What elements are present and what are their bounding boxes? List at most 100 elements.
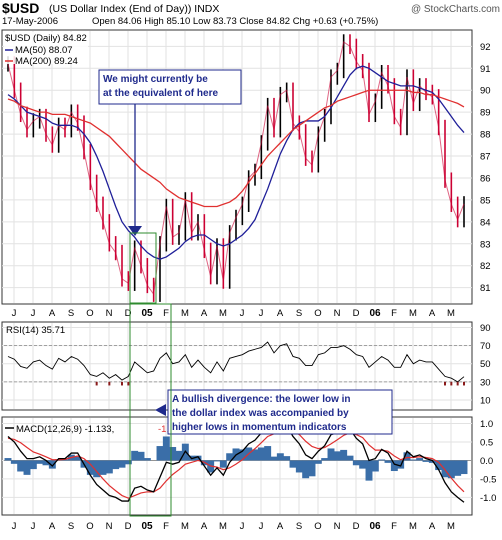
x-tick-label-lower-21: M (409, 521, 417, 532)
annotation-top-line-1: We might currently be (103, 74, 208, 85)
x-tick-label-lower-6: D (125, 521, 132, 532)
x-tick-label-upper-16: O (314, 308, 321, 319)
macd-histogram-bar (238, 449, 246, 461)
macd-histogram-bar (213, 460, 221, 462)
rsi-line (7, 341, 465, 383)
macd-histogram-bar (365, 460, 373, 481)
axis-layer: JJJJAASSOONNDD0505FFMMAAMMJJJJAASSOONNDD… (12, 42, 497, 532)
annotation-top-arrowhead (128, 226, 142, 236)
ma200-line (7, 89, 465, 208)
x-tick-label-lower-20: F (391, 521, 397, 532)
macd-histogram-bar (346, 455, 354, 461)
x-tick-label-upper-18: D (353, 308, 360, 319)
macd-histogram-bar (251, 449, 259, 461)
x-tick-label-upper-15: S (296, 308, 302, 319)
macd-histogram-bar (435, 460, 443, 471)
x-tick-label-upper-2: A (49, 308, 56, 319)
x-tick-label-lower-22: A (429, 521, 436, 532)
annotation-bottom-line-1: A bullish divergence: the lower low in (172, 394, 351, 405)
macd-histogram-bar (36, 460, 44, 464)
macd-histogram-bar (137, 451, 145, 461)
x-tick-label-upper-1: J (31, 308, 36, 319)
highlight-box-upper (129, 232, 157, 304)
chart-symbol: $USD (2, 0, 39, 16)
macd-histogram-bar (384, 460, 392, 463)
x-tick-label-upper-13: J (259, 308, 264, 319)
macd-histogram-bar (289, 460, 297, 468)
x-tick-label-upper-5: N (106, 308, 113, 319)
macd-histogram-bar (257, 447, 265, 461)
x-tick-label-upper-9: M (181, 308, 189, 319)
annotation-top: We might currently be at the equivalent … (98, 69, 242, 236)
x-tick-label-upper-10: A (201, 308, 208, 319)
highlight-box-lower (129, 303, 172, 517)
macd-histogram-bar (409, 459, 417, 461)
macd-legend-label: MACD(12,26,9) -1.133, (16, 424, 114, 435)
price-y-tick-label: 91 (480, 64, 491, 75)
macd-histogram-bar (454, 460, 462, 476)
annotation-bottom-line-3: higher lows in momentum indicators (172, 422, 347, 433)
chart-date: 17-May-2006 (2, 16, 58, 27)
price-legend: $USD (Daily) 84.82 MA(50) 88.07 MA(200) … (4, 32, 88, 67)
macd-histogram-bar (194, 455, 202, 461)
annotation-top-line-2: at the equivalent of here (103, 88, 218, 99)
macd-histogram-bar (352, 460, 360, 466)
macd-histogram-bar (428, 460, 436, 463)
price-y-tick-label: 81 (480, 283, 491, 294)
price-y-tick-label: 87 (480, 152, 491, 163)
macd-histogram-bar (359, 460, 367, 469)
macd-histogram-bar (226, 453, 234, 461)
x-tick-label-lower-4: O (86, 521, 93, 532)
macd-y-tick-label: -1.0 (480, 493, 496, 504)
x-tick-label-upper-11: M (219, 308, 227, 319)
rsi-y-tick-label: 50 (480, 359, 491, 370)
x-tick-label-upper-7: 05 (141, 308, 153, 319)
rsi-y-tick-label: 90 (480, 323, 491, 334)
x-tick-label-upper-6: D (125, 308, 132, 319)
macd-histogram-bar (333, 451, 341, 461)
price-y-tick-label: 92 (480, 42, 491, 53)
x-tick-label-lower-8: F (163, 521, 169, 532)
macd-histogram-bar (61, 459, 69, 461)
annotation-bottom-line-2: the dollar index was accompanied by (172, 408, 349, 419)
macd-histogram-bar (112, 460, 120, 470)
plot-layer (4, 34, 468, 503)
macd-histogram-bar (124, 460, 132, 465)
x-tick-label-lower-18: D (353, 521, 360, 532)
macd-y-tick-label: 0.0 (480, 456, 493, 467)
macd-histogram-bar (276, 453, 284, 461)
price-panel (1, 29, 473, 305)
macd-y-tick-label: -0.5 (480, 474, 496, 485)
macd-histogram-bar (327, 448, 335, 461)
macd-histogram-bar (340, 449, 348, 461)
x-tick-label-lower-3: S (68, 521, 74, 532)
x-tick-label-upper-8: F (163, 308, 169, 319)
macd-histogram-bar (143, 458, 151, 461)
x-tick-label-lower-1: J (31, 521, 36, 532)
ma50-legend-label: MA(50) 88.07 (15, 45, 73, 56)
x-tick-label-lower-12: J (240, 521, 245, 532)
macd-histogram-bar (48, 460, 56, 469)
macd-histogram-bar (29, 460, 37, 470)
macd-y-tick-label: 1.0 (480, 419, 493, 430)
watermark: @ StockCharts.com (411, 4, 500, 15)
macd-histogram-bar (42, 460, 50, 466)
price-y-tick-label: 88 (480, 130, 491, 141)
x-tick-label-lower-7: 05 (141, 521, 153, 532)
price-y-tick-label: 85 (480, 195, 491, 206)
x-tick-label-lower-11: M (219, 521, 227, 532)
macd-histogram-bar (283, 456, 291, 461)
macd-legend: MACD(12,26,9) -1.133, -1. (5, 424, 169, 435)
macd-histogram-bar (118, 460, 126, 468)
x-tick-label-lower-0: J (12, 521, 17, 532)
price-y-tick-label: 84 (480, 217, 491, 228)
macd-y-tick-label: 0.5 (480, 438, 493, 449)
x-tick-label-upper-4: O (86, 308, 93, 319)
macd-histogram-bar (175, 450, 183, 461)
price-y-tick-label: 89 (480, 108, 491, 119)
x-tick-label-upper-14: A (277, 308, 284, 319)
macd-histogram-bar (169, 447, 177, 461)
x-tick-label-lower-17: N (334, 521, 341, 532)
x-tick-label-lower-2: A (49, 521, 56, 532)
